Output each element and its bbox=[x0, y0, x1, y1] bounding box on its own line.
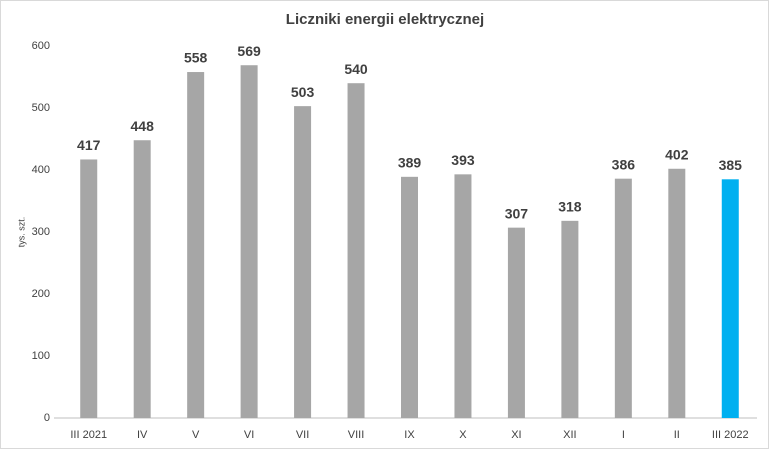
x-tick-label: X bbox=[459, 429, 467, 441]
x-tick-label: III 2021 bbox=[70, 429, 107, 441]
bar bbox=[401, 176, 418, 418]
bar bbox=[721, 179, 739, 418]
x-tick-label: I bbox=[622, 429, 625, 441]
x-tick-label: II bbox=[674, 429, 680, 441]
y-axis-label: tys. szt. bbox=[16, 217, 26, 248]
bar bbox=[133, 140, 151, 419]
x-tick-label: VI bbox=[244, 429, 254, 441]
data-label: 540 bbox=[344, 61, 368, 77]
x-tick-label: V bbox=[192, 429, 200, 441]
bar bbox=[507, 227, 525, 418]
bar bbox=[561, 220, 579, 418]
data-label: 402 bbox=[665, 146, 689, 162]
bar bbox=[347, 83, 365, 418]
y-tick-label: 0 bbox=[44, 412, 50, 424]
data-label: 385 bbox=[719, 157, 743, 173]
y-tick-label: 600 bbox=[32, 40, 50, 52]
y-tick-label: 300 bbox=[32, 226, 50, 238]
data-label: 307 bbox=[505, 205, 529, 221]
bar bbox=[240, 65, 258, 418]
data-label: 393 bbox=[451, 152, 475, 168]
data-label: 448 bbox=[131, 118, 155, 134]
data-label: 389 bbox=[398, 155, 422, 171]
x-tick-label: VII bbox=[296, 429, 309, 441]
x-tick-label: VIII bbox=[348, 429, 365, 441]
x-tick-label: IX bbox=[404, 429, 415, 441]
data-label: 386 bbox=[612, 156, 636, 172]
y-tick-label: 200 bbox=[32, 288, 50, 300]
bar bbox=[187, 72, 205, 418]
bar bbox=[668, 168, 686, 418]
data-label: 318 bbox=[558, 199, 582, 215]
x-tick-label: IV bbox=[137, 429, 148, 441]
data-label: 569 bbox=[237, 43, 261, 59]
x-tick-label: XII bbox=[563, 429, 576, 441]
y-tick-label: 100 bbox=[32, 350, 50, 362]
bar bbox=[294, 106, 312, 418]
y-tick-label: 500 bbox=[32, 102, 50, 114]
data-label: 417 bbox=[77, 137, 101, 153]
data-label: 558 bbox=[184, 50, 208, 66]
x-tick-label: III 2022 bbox=[712, 429, 749, 441]
chart-title: Liczniki energii elektrycznej bbox=[286, 11, 484, 28]
x-tick-label: XI bbox=[511, 429, 521, 441]
bar bbox=[454, 174, 472, 418]
data-label: 503 bbox=[291, 84, 315, 100]
y-tick-label: 400 bbox=[32, 164, 50, 176]
bar bbox=[80, 159, 98, 418]
bar bbox=[614, 178, 632, 418]
